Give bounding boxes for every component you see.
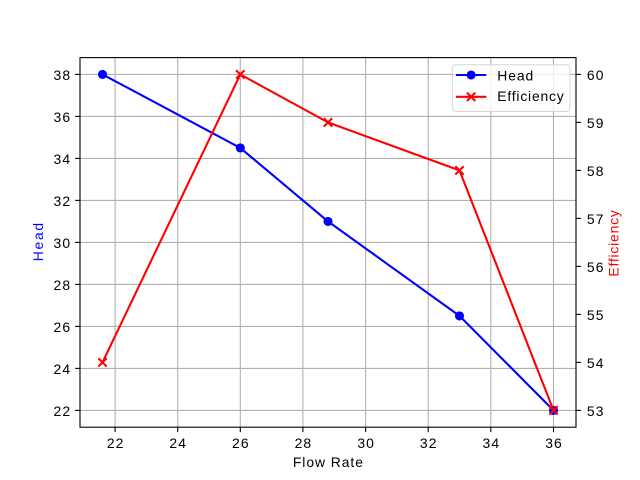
- svg-text:22: 22: [107, 435, 125, 451]
- svg-text:Efficiency: Efficiency: [497, 88, 564, 104]
- svg-text:38: 38: [54, 67, 72, 83]
- svg-text:24: 24: [54, 361, 72, 377]
- svg-text:58: 58: [587, 163, 605, 179]
- svg-text:57: 57: [587, 211, 605, 227]
- svg-text:26: 26: [232, 435, 250, 451]
- svg-text:24: 24: [169, 435, 187, 451]
- svg-text:28: 28: [295, 435, 313, 451]
- svg-text:56: 56: [587, 259, 605, 275]
- svg-text:32: 32: [54, 193, 72, 209]
- svg-text:34: 34: [483, 435, 501, 451]
- svg-text:30: 30: [357, 435, 375, 451]
- svg-text:32: 32: [420, 435, 438, 451]
- svg-text:Head: Head: [30, 221, 46, 261]
- svg-text:26: 26: [54, 319, 72, 335]
- svg-text:Head: Head: [497, 67, 534, 83]
- svg-text:22: 22: [54, 403, 72, 419]
- svg-text:59: 59: [587, 115, 605, 131]
- svg-text:53: 53: [587, 403, 605, 419]
- svg-text:36: 36: [54, 109, 72, 125]
- svg-text:60: 60: [587, 67, 605, 83]
- svg-text:30: 30: [54, 235, 72, 251]
- svg-text:54: 54: [587, 355, 605, 371]
- svg-text:Flow Rate: Flow Rate: [293, 454, 364, 470]
- svg-text:36: 36: [545, 435, 563, 451]
- svg-text:34: 34: [54, 151, 72, 167]
- svg-text:Efficiency: Efficiency: [606, 209, 622, 276]
- svg-text:28: 28: [54, 277, 72, 293]
- svg-text:55: 55: [587, 307, 605, 323]
